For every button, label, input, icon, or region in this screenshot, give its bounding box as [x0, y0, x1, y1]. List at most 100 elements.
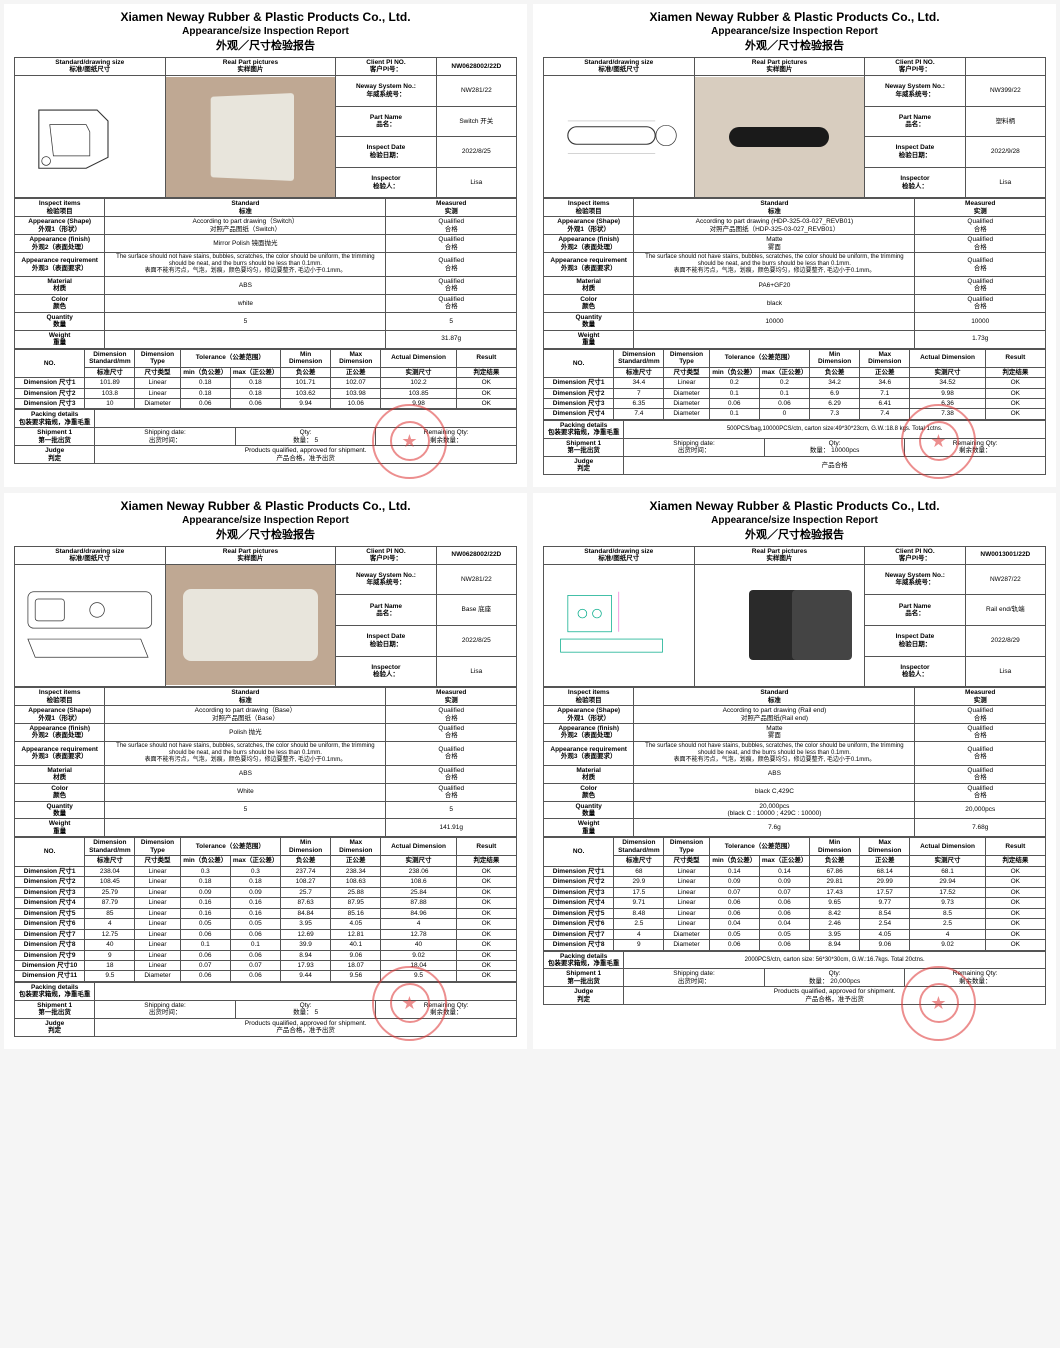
inspector-label: Inspector检验人：	[336, 167, 436, 198]
report-title-en: Appearance/size Inspection Report	[543, 26, 1046, 37]
drawing-cell	[15, 75, 166, 197]
client-pi-value: NW0628002/22D	[436, 546, 516, 564]
inspect-date-value: 2022/8/25	[436, 625, 516, 656]
client-pi-label: Client PI NO.客户PI号：	[336, 546, 436, 564]
inspector-label: Inspector检验人：	[865, 656, 965, 687]
inspect-date-value: 2022/8/29	[965, 625, 1045, 656]
dimension-row: Dimension 尺寸134.4Linear0.20.234.234.634.…	[544, 378, 1046, 388]
report-title-en: Appearance/size Inspection Report	[543, 515, 1046, 526]
dimension-row: Dimension 尺寸58.48Linear0.060.068.428.548…	[544, 908, 1046, 918]
dimension-row: Dimension 尺寸1101.89Linear0.180.18101.711…	[15, 378, 517, 388]
inspection-table: Inspect items检验项目Standard标准Measured实测 Ap…	[543, 687, 1046, 837]
header-table: Standard/drawing size标准/图纸尺寸 Real Part p…	[14, 546, 517, 687]
part-name-value: Base 底座	[436, 595, 516, 626]
inspector-value: Lisa	[965, 167, 1045, 198]
inspection-report: Xiamen Neway Rubber & Plastic Products C…	[4, 4, 527, 487]
drawing-cell	[15, 564, 166, 686]
client-pi-label: Client PI NO.客户PI号：	[865, 546, 965, 564]
std-drawing-label: Standard/drawing size标准/图纸尺寸	[544, 546, 695, 564]
report-title-en: Appearance/size Inspection Report	[14, 26, 517, 37]
dimension-row: Dimension 尺寸49.71Linear0.060.069.659.779…	[544, 898, 1046, 908]
inspect-date-value: 2022/8/25	[436, 137, 516, 168]
dimension-row: Dimension 尺寸62.5Linear0.040.042.462.542.…	[544, 919, 1046, 929]
company-name: Xiamen Neway Rubber & Plastic Products C…	[543, 499, 1046, 513]
dimension-row: Dimension 尺寸89Diameter0.060.068.949.069.…	[544, 940, 1046, 950]
footer-table: Packing details包装要求箱规，净重毛重 Shipment 1第一批…	[14, 409, 517, 464]
header-table: Standard/drawing size标准/图纸尺寸 Real Part p…	[14, 57, 517, 198]
neway-sys-value: NW281/22	[436, 564, 516, 595]
dimension-row: Dimension 尺寸317.5Linear0.070.0717.4317.5…	[544, 887, 1046, 897]
inspector-value: Lisa	[965, 656, 1045, 687]
dimension-row: Dimension 尺寸74Diameter0.050.053.954.054O…	[544, 929, 1046, 939]
client-pi-label: Client PI NO.客户PI号：	[336, 58, 436, 76]
inspector-value: Lisa	[436, 167, 516, 198]
header-table: Standard/drawing size标准/图纸尺寸 Real Part p…	[543, 57, 1046, 198]
client-pi-value: NW0013001/22D	[965, 546, 1045, 564]
company-name: Xiamen Neway Rubber & Plastic Products C…	[543, 10, 1046, 24]
dimensions-table: NO. DimensionStandard/mmDimensionType To…	[543, 349, 1046, 420]
client-pi-value	[965, 58, 1045, 76]
footer-table: Packing details包装要求箱规，净重毛重500PCS/bag,100…	[543, 420, 1046, 475]
part-name-label: Part Name品名：	[865, 106, 965, 137]
dimension-row: Dimension 尺寸168Linear0.140.1467.8668.146…	[544, 866, 1046, 876]
dimension-row: Dimension 尺寸1018Linear0.070.0717.9318.07…	[15, 961, 517, 971]
std-drawing-label: Standard/drawing size标准/图纸尺寸	[15, 546, 166, 564]
footer-table: Packing details包装要求箱规，净重毛重 Shipment 1第一批…	[14, 982, 517, 1037]
client-pi-label: Client PI NO.客户PI号：	[865, 58, 965, 76]
dimensions-table: NO. DimensionStandard/mmDimensionType To…	[14, 349, 517, 410]
photo-cell	[165, 75, 336, 197]
neway-sys-value: NW399/22	[965, 75, 1045, 106]
neway-sys-label: Neway System No.:年威系统号：	[336, 75, 436, 106]
inspection-table: Inspect items检验项目Standard标准Measured实测 Ap…	[14, 198, 517, 348]
dimension-row: Dimension 尺寸712.75Linear0.060.0612.6912.…	[15, 929, 517, 939]
client-pi-value: NW0628002/22D	[436, 58, 516, 76]
inspector-label: Inspector检验人：	[865, 167, 965, 198]
drawing-cell	[544, 75, 695, 197]
report-title-en: Appearance/size Inspection Report	[14, 515, 517, 526]
header-table: Standard/drawing size标准/图纸尺寸 Real Part p…	[543, 546, 1046, 687]
real-part-label: Real Part pictures实样图片	[165, 58, 336, 76]
part-name-label: Part Name品名：	[336, 595, 436, 626]
inspect-date-label: Inspect Date检验日期：	[865, 137, 965, 168]
inspect-date-value: 2022/9/28	[965, 137, 1045, 168]
dimensions-table: NO. DimensionStandard/mmDimensionType To…	[543, 837, 1046, 950]
company-name: Xiamen Neway Rubber & Plastic Products C…	[14, 499, 517, 513]
part-name-value: Rail end/轨端	[965, 595, 1045, 626]
report-title-cn: 外观／尺寸检验报告	[543, 526, 1046, 542]
dimension-row: Dimension 尺寸47.4Diameter0.107.37.47.38OK	[544, 409, 1046, 419]
dimension-row: Dimension 尺寸2103.8Linear0.180.18103.6210…	[15, 388, 517, 398]
drawing-cell	[544, 564, 695, 686]
real-part-label: Real Part pictures实样图片	[165, 546, 336, 564]
std-drawing-label: Standard/drawing size标准/图纸尺寸	[544, 58, 695, 76]
neway-sys-value: NW281/22	[436, 75, 516, 106]
dimension-row: Dimension 尺寸36.35Diameter0.060.066.296.4…	[544, 398, 1046, 408]
inspector-label: Inspector检验人：	[336, 656, 436, 687]
photo-cell	[165, 564, 336, 686]
dimension-row: Dimension 尺寸99Linear0.060.068.949.069.02…	[15, 950, 517, 960]
real-part-label: Real Part pictures实样图片	[694, 546, 865, 564]
dimension-row: Dimension 尺寸310Diameter0.060.069.9410.06…	[15, 398, 517, 408]
inspection-table: Inspect items检验项目Standard标准Measured实测 Ap…	[14, 687, 517, 837]
real-part-label: Real Part pictures实样图片	[694, 58, 865, 76]
dimension-row: Dimension 尺寸585Linear0.160.1684.8485.168…	[15, 908, 517, 918]
inspection-report: Xiamen Neway Rubber & Plastic Products C…	[4, 493, 527, 1049]
inspection-report: Xiamen Neway Rubber & Plastic Products C…	[533, 493, 1056, 1049]
inspection-table: Inspect items检验项目Standard标准Measured实测 Ap…	[543, 198, 1046, 348]
company-name: Xiamen Neway Rubber & Plastic Products C…	[14, 10, 517, 24]
photo-cell	[694, 564, 865, 686]
photo-cell	[694, 75, 865, 197]
inspect-date-label: Inspect Date检验日期：	[336, 625, 436, 656]
report-title-cn: 外观／尺寸检验报告	[14, 37, 517, 53]
report-title-cn: 外观／尺寸检验报告	[543, 37, 1046, 53]
std-drawing-label: Standard/drawing size标准/图纸尺寸	[15, 58, 166, 76]
part-name-label: Part Name品名：	[336, 106, 436, 137]
dimension-row: Dimension 尺寸119.5Diameter0.060.069.449.5…	[15, 971, 517, 981]
report-title-cn: 外观／尺寸检验报告	[14, 526, 517, 542]
part-name-value: 塑料柄	[965, 106, 1045, 137]
neway-sys-label: Neway System No.:年威系统号：	[865, 75, 965, 106]
dimension-row: Dimension 尺寸229.9Linear0.090.0929.8129.9…	[544, 877, 1046, 887]
dimension-row: Dimension 尺寸2108.45Linear0.180.18108.271…	[15, 877, 517, 887]
neway-sys-label: Neway System No.:年威系统号：	[865, 564, 965, 595]
neway-sys-label: Neway System No.:年威系统号：	[336, 564, 436, 595]
dimension-row: Dimension 尺寸1238.04Linear0.30.3237.74238…	[15, 866, 517, 876]
